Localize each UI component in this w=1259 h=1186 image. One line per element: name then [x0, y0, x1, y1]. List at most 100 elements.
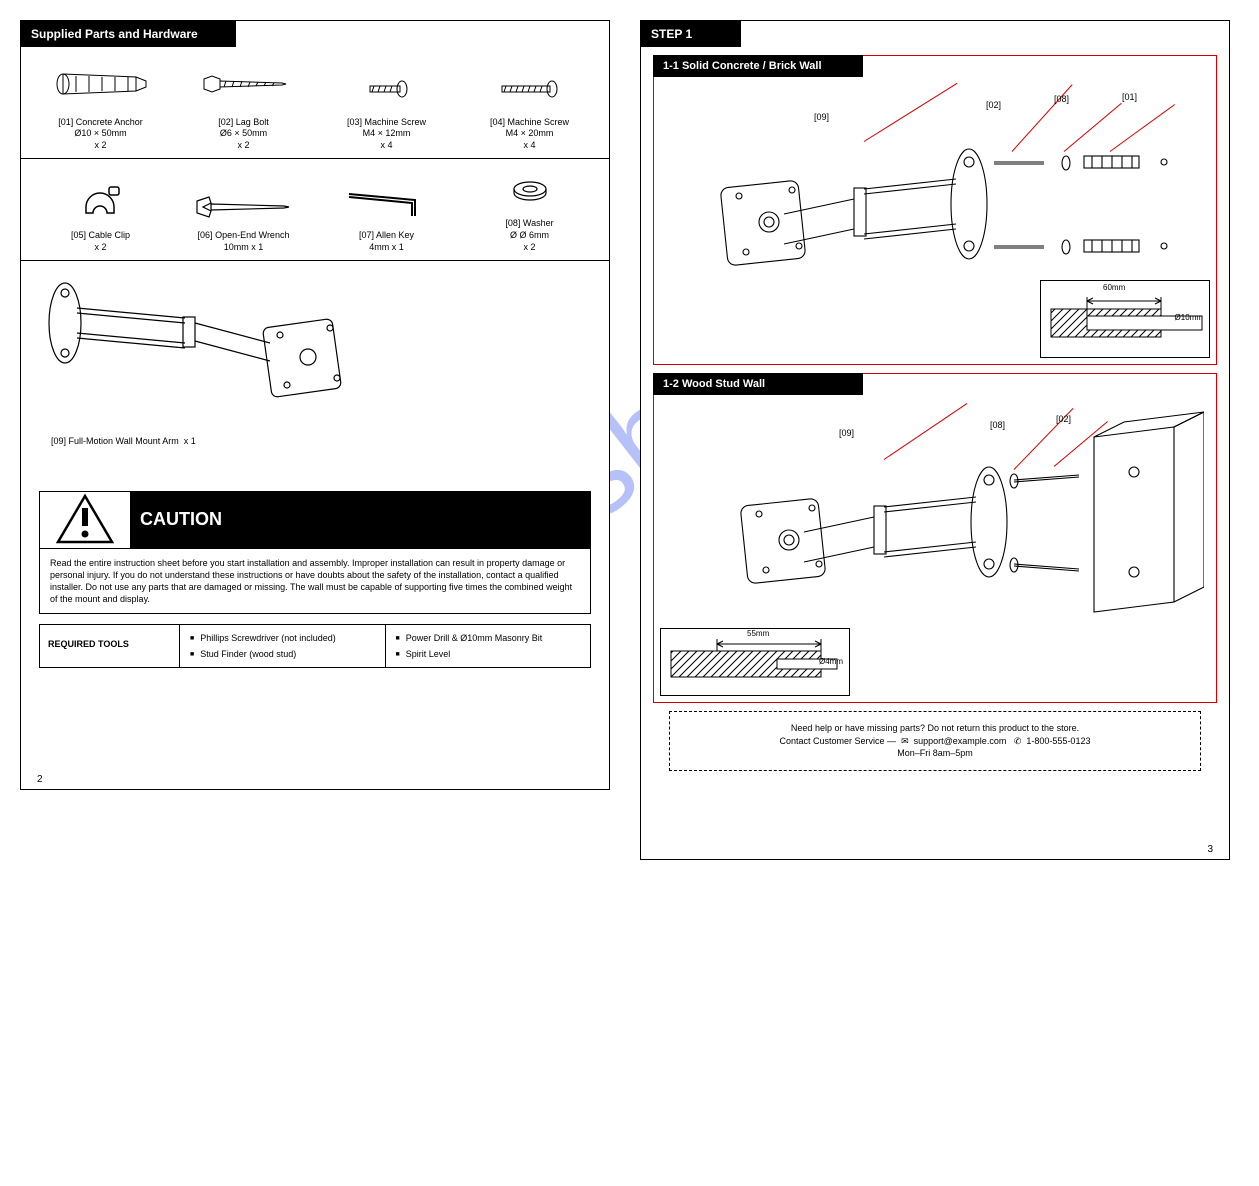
part-04-screw-long: [04] Machine ScrewM4 × 20mm x 4: [458, 69, 601, 152]
supplied-parts-heading-text: Supplied Parts and Hardware: [31, 27, 198, 41]
drill-dia-1-1: Ø10mm: [1175, 313, 1203, 322]
part-09-qty: x 1: [184, 436, 196, 446]
step-1-1-label: 1-1 Solid Concrete / Brick Wall: [653, 55, 863, 77]
caution-box: CAUTION Read the entire instruction shee…: [39, 491, 591, 615]
step1-heading: STEP 1: [641, 21, 741, 47]
part-01-qty: x 2: [94, 140, 106, 150]
washer-icon: [505, 171, 555, 211]
callout-09b: [09]: [839, 428, 854, 438]
wrench-icon: [189, 187, 299, 222]
allen-key-icon: [337, 182, 437, 222]
hardware-row-1: [01] Concrete AnchorØ10 × 50mm x 2 [02] L…: [21, 47, 609, 158]
required-tools-label-text: REQUIRED TOOLS: [48, 639, 129, 649]
phone-icon: ✆: [1014, 736, 1022, 746]
part-01-code: [01]: [58, 117, 73, 127]
warning-triangle-icon: [54, 492, 116, 548]
part-07-dims: 4mm: [369, 242, 389, 252]
part-03-name: Machine Screw: [365, 117, 427, 127]
part-03-dims: M4 × 12mm: [363, 128, 411, 138]
part-02-qty: x 2: [237, 140, 249, 150]
part-02-name: Lag Bolt: [236, 117, 269, 127]
drill-depth-1-2: 55mm: [747, 629, 769, 638]
page-left: Supplied Parts and Hardware [01] Concret…: [20, 20, 610, 790]
lagbolt-icon: [194, 59, 294, 109]
drill-spec-1-1: 60mm Ø10mm: [1040, 280, 1210, 358]
part-07-code: [07]: [359, 230, 374, 240]
part-07-qty: x 1: [392, 242, 404, 252]
part-03-qty: x 4: [380, 140, 392, 150]
step-1-2-label: 1-2 Wood Stud Wall: [653, 373, 863, 395]
part-07-name: Allen Key: [376, 230, 414, 240]
page-number-right: 3: [1207, 844, 1213, 855]
part-02-dims: Ø6 × 50mm: [220, 128, 267, 138]
contact-box: Need help or have missing parts? Do not …: [669, 711, 1201, 771]
mount-arm-icon: [35, 273, 395, 453]
screw-short-icon: [352, 69, 422, 109]
part-06-name: Open-End Wrench: [215, 230, 289, 240]
part-08-qty: x 2: [523, 242, 535, 252]
step-1-2-diagram: [664, 402, 1204, 662]
part-05-qty: x 2: [94, 242, 106, 252]
cable-clip-icon: [71, 177, 131, 222]
anchor-icon: [51, 59, 151, 109]
drill-dia-1-2: Ø4mm: [819, 657, 843, 666]
hardware-row-2: [05] Cable Clip x 2 [06] Open-End Wrench 1…: [21, 159, 609, 260]
step-1-1-frame: 1-1 Solid Concrete / Brick Wall: [653, 55, 1217, 365]
contact-line3: Mon–Fri 8am–5pm: [682, 747, 1188, 760]
email-icon: ✉: [901, 736, 909, 746]
callout-02: [02]: [986, 100, 1001, 110]
part-08-name: Washer: [523, 218, 554, 228]
part-04-code: [04]: [490, 117, 505, 127]
part-05-code: [05]: [71, 230, 86, 240]
part-01-anchor: [01] Concrete AnchorØ10 × 50mm x 2: [29, 59, 172, 152]
step-1-2-frame: 1-2 Wood Stud Wall: [653, 373, 1217, 703]
page-number-left: 2: [37, 774, 43, 785]
tool-item: Stud Finder (wood stud): [190, 649, 375, 659]
contact-line2-prefix: Contact Customer Service —: [780, 736, 897, 746]
part-09-name: Full-Motion Wall Mount Arm: [69, 436, 179, 446]
callout-02b: [02]: [1056, 414, 1071, 424]
contact-phone: 1-800-555-0123: [1026, 736, 1090, 746]
product-illustration: [09] Full-Motion Wall Mount Arm x 1: [21, 261, 609, 481]
part-06-wrench: [06] Open-End Wrench 10mm x 1: [172, 187, 315, 253]
part-03-screw-short: [03] Machine ScrewM4 × 12mm x 4: [315, 69, 458, 152]
drill-depth-1-1: 60mm: [1103, 283, 1125, 292]
step-1-2-label-text: 1-2 Wood Stud Wall: [663, 378, 765, 390]
part-07-allenkey: [07] Allen Key 4mm x 1: [315, 182, 458, 253]
contact-line1: Need help or have missing parts? Do not …: [682, 722, 1188, 735]
drill-spec-1-2: 55mm Ø4mm: [660, 628, 850, 696]
part-05-name: Cable Clip: [89, 230, 131, 240]
caution-heading: CAUTION: [130, 492, 590, 548]
supplied-parts-heading: Supplied Parts and Hardware: [21, 21, 236, 47]
part-04-qty: x 4: [523, 140, 535, 150]
caution-text: Read the entire instruction sheet before…: [50, 558, 572, 604]
part-08-washer: [08] WasherØ Ø 6mmx 2: [458, 171, 601, 254]
part-02-code: [02]: [218, 117, 233, 127]
step-1-1-label-text: 1-1 Solid Concrete / Brick Wall: [663, 60, 822, 72]
required-tools-label: REQUIRED TOOLS: [40, 625, 180, 667]
tools-col-1: Phillips Screwdriver (not included) Stud…: [180, 625, 385, 667]
tool-item: Spirit Level: [396, 649, 581, 659]
part-08-code: [08]: [505, 218, 520, 228]
part-04-name: Machine Screw: [508, 117, 570, 127]
tool-item: Phillips Screwdriver (not included): [190, 633, 375, 643]
caution-body: Read the entire instruction sheet before…: [40, 548, 590, 614]
part-03-code: [03]: [347, 117, 362, 127]
part-01-name: Concrete Anchor: [76, 117, 143, 127]
part-01-dims: Ø10 × 50mm: [74, 128, 126, 138]
part-06-dims: 10mm: [224, 242, 249, 252]
part-06-code: [06]: [198, 230, 213, 240]
part-04-dims: M4 × 20mm: [506, 128, 554, 138]
part-06-qty: x 1: [251, 242, 263, 252]
step1-heading-text: STEP 1: [651, 27, 692, 41]
page-right: STEP 1 1-1 Solid Concrete / Brick Wall: [640, 20, 1230, 860]
part-09-label: [09] Full-Motion Wall Mount Arm x 1: [51, 436, 196, 446]
callout-09: [09]: [814, 112, 829, 122]
caution-heading-text: CAUTION: [140, 509, 222, 530]
part-08-dims: Ø 6mm: [520, 230, 550, 240]
required-tools-table: REQUIRED TOOLS Phillips Screwdriver (not…: [39, 624, 591, 668]
part-05-clip: [05] Cable Clip x 2: [29, 177, 172, 253]
callout-08: [08]: [1054, 94, 1069, 104]
part-09-code: [09]: [51, 436, 66, 446]
tools-col-2: Power Drill & Ø10mm Masonry Bit Spirit L…: [385, 625, 591, 667]
